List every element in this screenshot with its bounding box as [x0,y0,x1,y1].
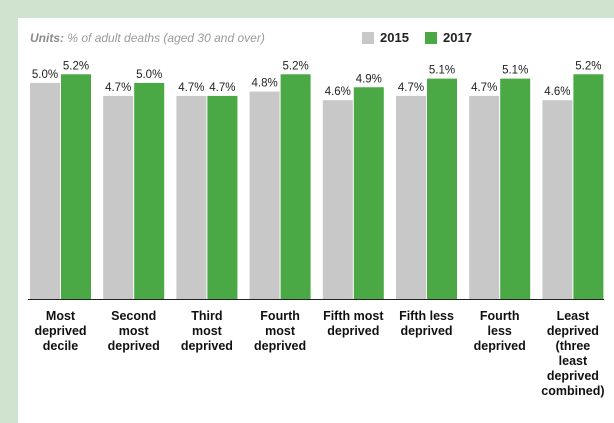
category-label: Third [191,309,222,323]
value-label-2017: 4.9% [356,73,382,85]
bar-2017 [573,74,604,300]
category-label: deprived [400,324,452,338]
category-label: deprived [474,339,526,353]
value-label-2017: 5.2% [63,60,89,72]
value-label-2017: 5.2% [575,60,601,72]
bar-2017 [61,74,91,300]
bar-2017 [280,74,311,300]
bar-2015 [469,95,500,300]
legend-item-2017: 2017 [425,30,472,45]
units-note: Units: % of adult deaths (aged 30 and ov… [30,31,265,45]
value-label-2015: 4.7% [398,82,424,94]
value-label-2015: 4.7% [471,82,497,94]
units-prefix: Units: [30,31,64,45]
bar-2015 [176,95,207,300]
value-label-2017: 4.7% [209,82,235,94]
bar-2017 [353,87,384,299]
category-label: least [559,354,588,368]
category-label: Fourth [260,309,300,323]
category-label: most [119,324,150,338]
category-label: Least [557,309,590,323]
legend-item-2015: 2015 [362,30,409,45]
legend-label-2017: 2017 [443,30,472,45]
category-label: (three [556,339,591,353]
category-label: Most [46,309,76,323]
units-text: % of adult deaths (aged 30 and over) [67,31,265,45]
value-label-2015: 5.0% [32,69,58,81]
value-label-2015: 4.7% [178,82,204,94]
category-label: most [265,324,296,338]
category-label: Fourth [480,309,520,323]
bar-2015 [103,95,134,300]
bar-2015 [322,100,353,299]
category-label: deprived [547,324,599,338]
bar-2017 [134,82,165,299]
category-label: deprived [34,324,86,338]
category-label: deprived [181,339,233,353]
legend-label-2015: 2015 [380,30,409,45]
category-label: deprived [254,339,306,353]
category-label: deprived [108,339,160,353]
value-label-2015: 4.6% [325,86,351,98]
legend-swatch-2015 [362,31,374,44]
bar-2015 [30,82,60,299]
bar-2017 [500,78,531,299]
bar-2017 [207,95,238,300]
category-label: less [488,324,512,338]
category-label: deprived [327,324,379,338]
category-label: Fifth most [323,309,384,323]
bar-2017 [427,78,457,299]
value-label-2017: 5.1% [502,65,528,77]
category-label: combined) [541,384,604,398]
bar-2015 [542,100,573,299]
value-label-2017: 5.1% [429,65,455,77]
value-label-2017: 5.0% [136,69,162,81]
value-label-2015: 4.8% [251,78,277,90]
category-label: decile [43,339,78,353]
category-label: Fifth less [399,309,454,323]
bar-2015 [396,95,426,300]
legend-swatch-2017 [425,31,437,44]
category-label: deprived [547,369,599,383]
category-label: most [192,324,223,338]
value-label-2015: 4.7% [105,82,131,94]
bar-2015 [249,91,280,299]
value-label-2017: 5.2% [282,60,308,72]
value-label-2015: 4.6% [544,86,570,98]
category-label: Second [111,309,156,323]
